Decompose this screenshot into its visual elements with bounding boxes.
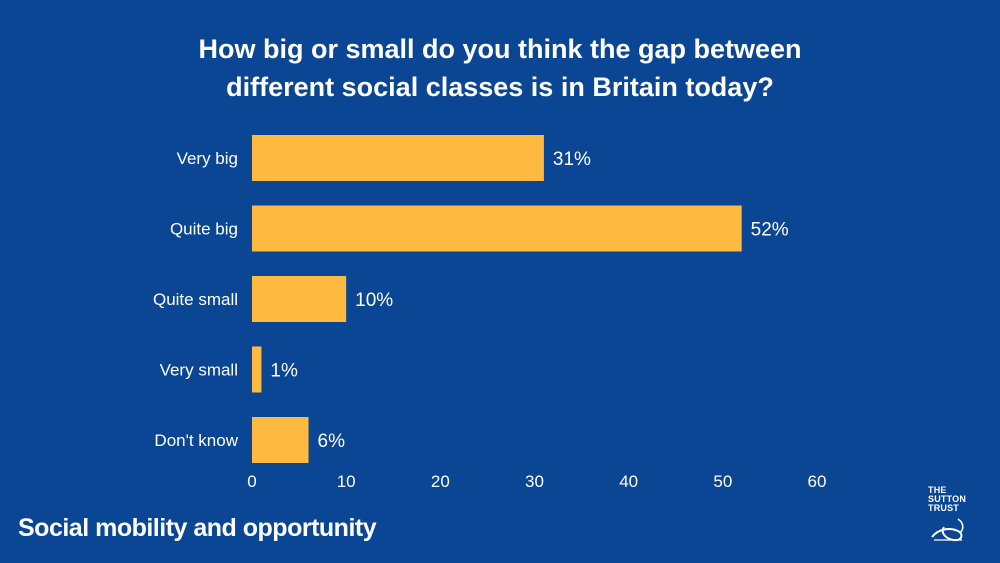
chart-title-line-1: How big or small do you think the gap be… bbox=[198, 34, 802, 64]
bar bbox=[252, 276, 347, 322]
value-label: 6% bbox=[318, 431, 346, 452]
logo-text-trust: TRUST bbox=[928, 503, 959, 513]
logo-text-the: THE bbox=[928, 485, 947, 495]
bar bbox=[252, 346, 262, 393]
category-label: Very big bbox=[177, 149, 238, 168]
chart-title: How big or small do you think the gap be… bbox=[0, 30, 1000, 106]
bar bbox=[252, 417, 309, 463]
x-tick-label: 50 bbox=[713, 472, 732, 491]
category-label: Don't know bbox=[154, 431, 238, 450]
x-tick-label: 0 bbox=[247, 472, 256, 491]
x-tick-label: 60 bbox=[808, 472, 827, 491]
x-tick-label: 40 bbox=[619, 472, 638, 491]
value-label: 31% bbox=[553, 149, 591, 170]
logo-emblem-icon bbox=[931, 518, 964, 542]
x-tick-label: 10 bbox=[337, 472, 356, 491]
logo-text-sutton: SUTTON bbox=[928, 494, 967, 504]
category-label: Very small bbox=[160, 361, 238, 380]
value-label: 1% bbox=[270, 361, 298, 382]
value-label: 10% bbox=[355, 290, 393, 311]
x-tick-label: 30 bbox=[525, 472, 544, 491]
chart-title-line-2: different social classes is in Britain t… bbox=[226, 72, 774, 102]
footer-title: Social mobility and opportunity bbox=[18, 514, 377, 542]
category-label: Quite small bbox=[153, 290, 238, 309]
x-tick-label: 20 bbox=[431, 472, 450, 491]
sutton-trust-logo: THE SUTTON TRUST bbox=[928, 486, 974, 550]
bar bbox=[252, 205, 742, 252]
bar bbox=[252, 135, 544, 181]
category-label: Quite big bbox=[170, 220, 238, 239]
value-label: 52% bbox=[751, 220, 789, 241]
